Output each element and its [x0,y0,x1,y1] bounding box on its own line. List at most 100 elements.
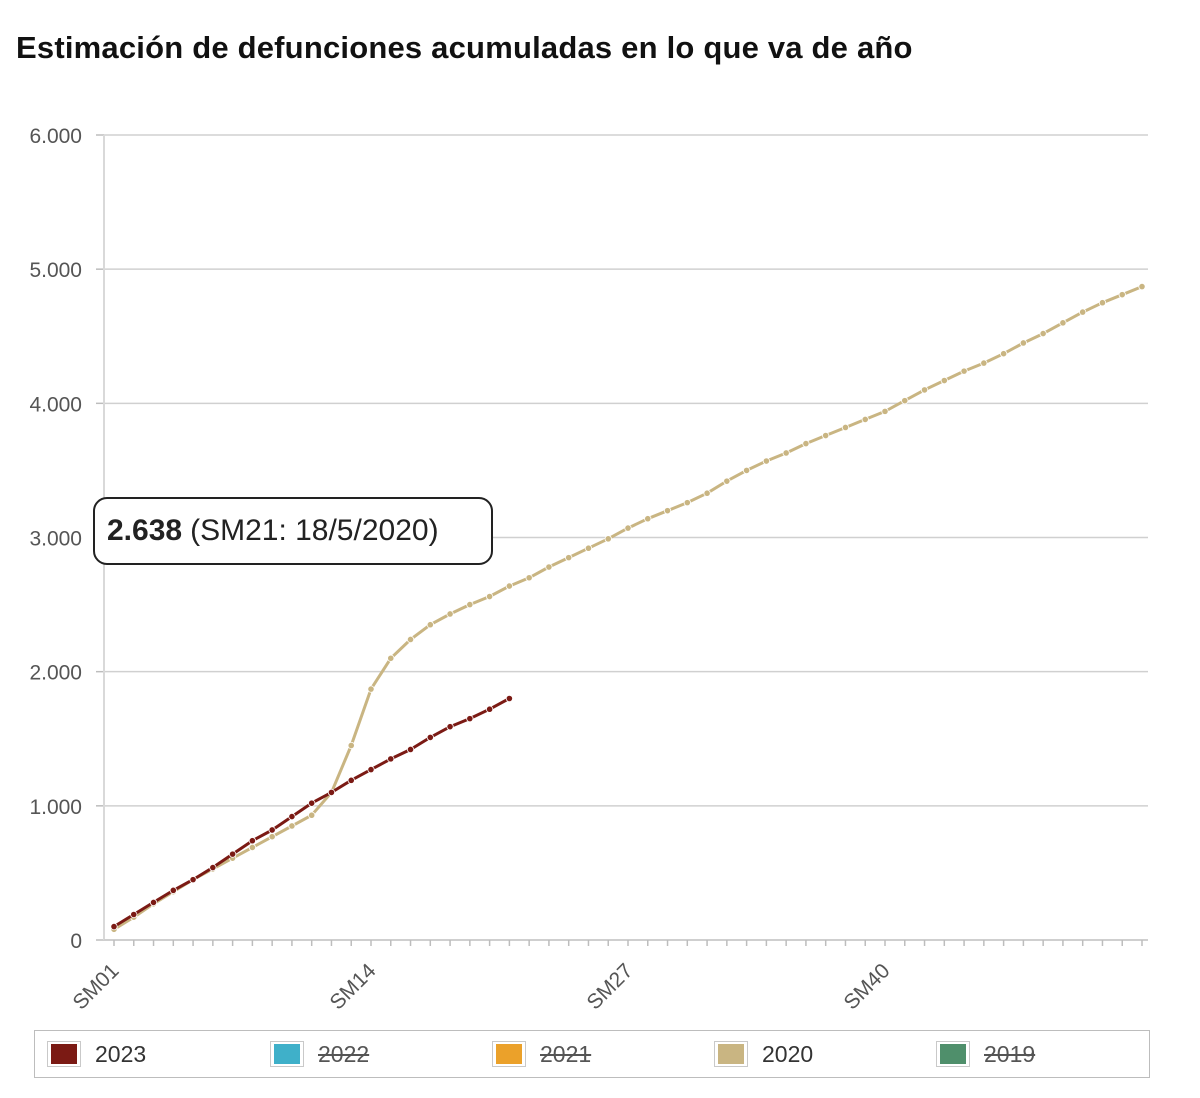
data-point-2020[interactable] [268,833,276,841]
tooltip-detail: (SM21: 18/5/2020) [190,514,439,547]
data-point-2020[interactable] [308,811,316,819]
data-point-2023[interactable] [308,799,316,807]
data-point-2020[interactable] [901,397,909,405]
y-tick-label: 2.000 [29,662,82,685]
data-point-2020[interactable] [367,685,375,693]
data-point-2023[interactable] [209,863,217,872]
data-point-2023[interactable] [110,922,118,931]
data-point-2020[interactable] [960,367,968,375]
data-point-2023[interactable] [486,705,494,713]
data-point-2020[interactable] [920,386,929,394]
data-point-2020[interactable] [1059,319,1067,327]
legend-label-2023: 2023 [95,1040,147,1067]
data-point-2020[interactable] [802,439,810,448]
legend-swatch-2019 [936,1041,970,1067]
data-point-2020[interactable] [1079,308,1087,316]
data-point-2020[interactable] [426,621,434,629]
legend-swatch-2022 [270,1041,304,1067]
data-point-2020[interactable] [743,466,751,475]
data-point-2020[interactable] [940,376,948,385]
legend-swatch-fill [718,1044,744,1064]
y-tick-label: 6.000 [29,125,82,148]
data-point-2020[interactable] [980,359,988,367]
legend-item-2021[interactable]: 2021 [492,1039,591,1069]
legend-swatch-fill [496,1044,522,1064]
data-point-2020[interactable] [1138,283,1146,291]
data-point-2023[interactable] [446,723,454,731]
data-point-2020[interactable] [505,582,513,590]
data-point-2020[interactable] [881,407,889,415]
data-point-2023[interactable] [169,886,177,894]
data-point-2023[interactable] [367,766,375,774]
data-point-2020[interactable] [683,499,691,507]
chart-title: Estimación de defunciones acumuladas en … [16,30,913,65]
data-point-2020[interactable] [525,574,533,582]
data-point-2020[interactable] [248,843,256,852]
data-point-2020[interactable] [1098,299,1107,307]
data-point-2020[interactable] [1118,291,1126,299]
data-point-2020[interactable] [486,592,494,601]
data-point-2020[interactable] [822,431,830,440]
data-point-2020[interactable] [723,477,731,485]
data-point-2020[interactable] [565,554,573,562]
data-point-2020[interactable] [841,423,850,432]
data-point-2023[interactable] [149,898,158,907]
data-point-2023[interactable] [268,826,276,834]
data-point-2023[interactable] [387,755,395,763]
legend-swatch-fill [274,1044,300,1064]
data-point-2020[interactable] [782,449,790,457]
data-point-2023[interactable] [248,837,256,845]
y-tick-label: 5.000 [29,259,82,282]
data-point-2020[interactable] [604,535,612,543]
data-point-2023[interactable] [189,876,197,884]
legend-swatch-2021 [492,1041,526,1067]
chart-legend: 2023 2022 2021 2020 2019 [34,1030,1150,1078]
data-point-2020[interactable] [347,741,355,750]
legend-swatch-2020 [714,1041,748,1067]
data-point-2020[interactable] [762,457,770,465]
x-tick-label: SM40 [839,959,894,1014]
data-point-2020[interactable] [624,524,632,532]
legend-swatch-fill [940,1044,966,1064]
legend-swatch-fill [51,1044,77,1064]
data-point-2020[interactable] [861,415,869,424]
data-point-2023[interactable] [288,812,296,821]
legend-swatch-2023 [47,1041,81,1067]
x-tick-label: SM27 [582,959,637,1014]
data-point-2020[interactable] [1000,350,1008,358]
legend-item-2022[interactable]: 2022 [270,1039,369,1069]
data-point-2020[interactable] [584,544,593,552]
axis-layer: 0 1.000 2.000 3.000 4.000 5.000 6.000 SM01 SM14 S… [29,125,1148,1014]
data-point-2020[interactable] [406,635,415,644]
data-point-2023[interactable] [406,745,415,754]
data-point-2020[interactable] [387,654,395,662]
legend-label-2022: 2022 [318,1040,370,1067]
data-point-2023[interactable] [466,715,474,723]
data-tooltip: 2.638 (SM21: 18/5/2020) [93,497,493,565]
legend-item-2020[interactable]: 2020 [714,1039,813,1069]
data-point-2020[interactable] [644,515,652,523]
tooltip-value: 2.638 [107,514,183,547]
data-point-2020[interactable] [1019,339,1027,347]
y-tick-label: 0 [70,930,82,953]
legend-label-2020: 2020 [762,1040,814,1067]
y-tick-label: 3.000 [29,528,82,551]
data-point-2023[interactable] [130,910,138,919]
data-point-2020[interactable] [703,489,711,497]
data-point-2020[interactable] [545,563,553,571]
data-point-2023[interactable] [229,850,237,858]
data-point-2020[interactable] [663,507,672,515]
data-point-2023[interactable] [347,776,355,784]
legend-label-2021: 2021 [540,1040,592,1067]
data-point-2023[interactable] [426,733,434,742]
data-point-2020[interactable] [446,610,454,618]
data-point-2020[interactable] [1039,329,1047,338]
x-tick-label: SM14 [325,959,380,1014]
data-point-2020[interactable] [288,822,296,830]
legend-item-2023[interactable]: 2023 [47,1039,146,1069]
legend-item-2019[interactable]: 2019 [936,1039,1035,1069]
data-point-2020[interactable] [466,600,474,609]
data-point-2023[interactable] [505,694,513,703]
data-point-2023[interactable] [327,788,336,797]
x-tick-label: SM01 [68,959,123,1014]
